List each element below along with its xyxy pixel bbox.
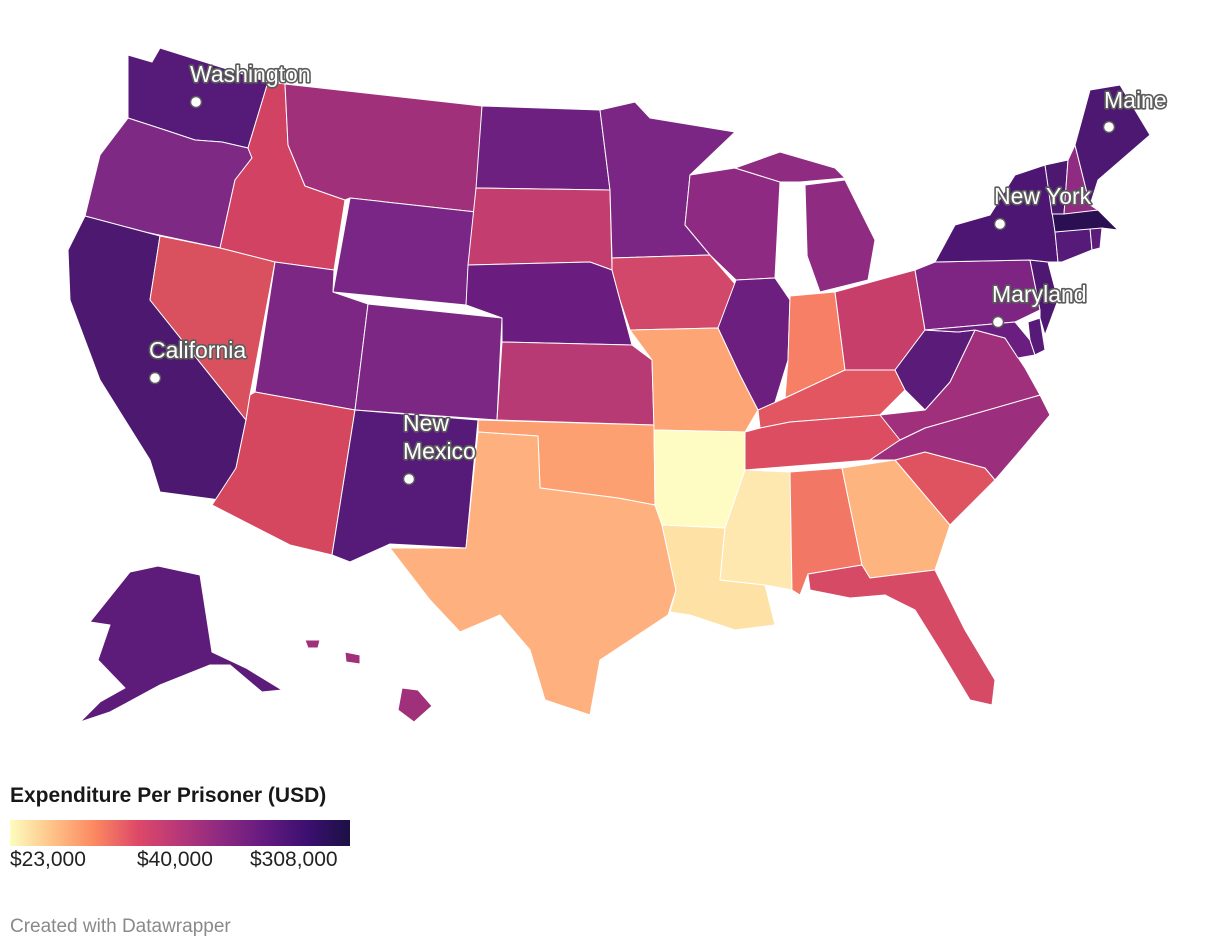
city-marker-maryland: Maryland xyxy=(990,279,1088,329)
city-label: Maryland xyxy=(992,281,1087,307)
city-dot xyxy=(189,95,203,109)
state-CT[interactable] xyxy=(1054,227,1093,263)
state-MI[interactable] xyxy=(804,179,876,293)
city-dot xyxy=(148,371,162,385)
state-CO[interactable] xyxy=(354,303,503,421)
city-marker-washington: Washington xyxy=(188,59,312,109)
city-dot xyxy=(1102,120,1116,134)
state-KS[interactable] xyxy=(496,341,655,426)
state-NH[interactable] xyxy=(1063,144,1099,215)
state-ME[interactable] xyxy=(1074,84,1151,206)
city-dot xyxy=(402,472,416,486)
state-NY[interactable] xyxy=(934,164,1059,263)
city-marker-new-mexico: New Mexico xyxy=(401,408,477,486)
legend-title: Expenditure Per Prisoner (USD) xyxy=(10,784,327,807)
state-ND[interactable] xyxy=(475,105,611,191)
state-FL[interactable] xyxy=(807,564,996,706)
city-marker-maine: Maine xyxy=(1102,85,1168,134)
state-DE[interactable] xyxy=(1027,317,1046,356)
state-HI-isle[interactable] xyxy=(344,651,361,665)
credit-line: Created with Datawrapper xyxy=(10,916,231,937)
city-label: Washington xyxy=(190,61,311,87)
city-marker-new-york: New York xyxy=(992,181,1093,231)
us-choropleth-map: Washington Maine New York Maryland Calif… xyxy=(67,47,1168,723)
state-IA[interactable] xyxy=(611,254,737,331)
city-label: New York xyxy=(994,183,1092,209)
legend-tick-max: $308,000 xyxy=(250,848,338,871)
legend-tick-mid: $40,000 xyxy=(137,848,213,871)
legend-tick-min: $23,000 xyxy=(10,848,86,871)
city-label: California xyxy=(149,337,246,363)
city-label: Maine xyxy=(1104,87,1167,113)
state-AK[interactable] xyxy=(79,565,283,723)
state-MD[interactable] xyxy=(924,321,1036,359)
city-dot xyxy=(991,315,1005,329)
lake-michigan xyxy=(785,184,809,293)
state-SD[interactable] xyxy=(467,187,613,271)
city-label: New xyxy=(403,410,449,436)
state-MI-upper[interactable] xyxy=(734,151,846,183)
state-RI[interactable] xyxy=(1089,227,1103,251)
city-dot xyxy=(993,217,1007,231)
city-marker-california: California xyxy=(147,335,248,385)
city-label: Mexico xyxy=(403,438,476,464)
state-HI-isle[interactable] xyxy=(304,639,321,649)
state-HI[interactable] xyxy=(397,687,433,723)
state-WY[interactable] xyxy=(332,197,477,306)
state-TX[interactable] xyxy=(389,431,677,716)
legend-color-bar xyxy=(10,820,350,846)
